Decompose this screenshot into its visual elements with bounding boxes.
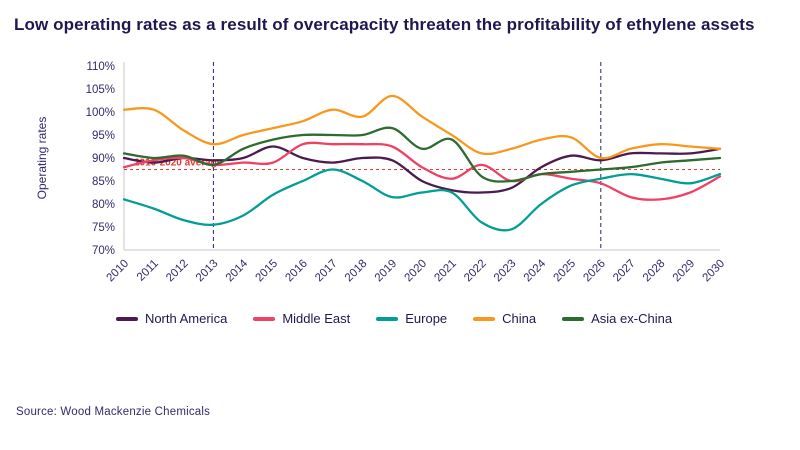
vertical-markers [212,62,602,251]
y-axis: 70% 75% 80% 85% 90% 95% 100% 105% 110% Operating … [35,61,115,257]
x-axis: 2010 2011 2012 2013 2014 2015 2016 2017 2018 2019… [105,258,728,285]
series-middle-east [122,142,722,202]
y-tick-label: 100% [86,107,115,119]
x-tick-label: 2026 [581,258,608,285]
operating-rates-chart: 70% 75% 80% 85% 90% 95% 100% 105% 110% Operating … [35,61,728,285]
x-tick-label: 2017 [313,258,340,285]
legend-swatch-europe [376,317,399,321]
legend-swatch-middle-east [253,317,276,321]
legend-label-asia-ex-china: Asia ex-China [591,311,673,327]
legend-item-north-america: North America [115,311,228,327]
y-tick-label: 85% [92,176,115,188]
series-north-america [122,145,722,195]
legend-swatch-north-america [115,317,138,321]
x-tick-label: 2029 [671,258,698,285]
series-asia-ex-china [122,126,722,184]
series-europe [122,168,722,232]
legend-swatch-asia-ex-china [562,317,585,321]
legend-item-china: China [473,311,536,326]
x-tick-label: 2028 [641,258,668,285]
y-tick-label: 70% [92,245,115,257]
x-tick-label: 2020 [403,258,430,285]
legend: North America Middle East Europe China Asia … [14,311,774,326]
legend-label-europe: Europe [405,311,448,327]
axes [123,62,720,251]
x-tick-label: 2024 [522,258,549,285]
x-tick-label: 2012 [164,258,191,285]
x-tick-label: 2023 [492,258,519,285]
y-tick-label: 95% [92,130,115,142]
reference-line-label: 2010-2020 average [134,158,223,169]
source-text: Source: Wood Mackenzie Chemicals [16,406,211,418]
legend-item-asia-ex-china: Asia ex-China [562,311,672,326]
legend-label-china: China [502,311,537,327]
x-tick-label: 2019 [373,258,400,285]
legend-label-middle-east: Middle East [282,311,351,327]
x-tick-label: 2030 [701,258,728,285]
series-china [122,95,722,160]
y-tick-label: 80% [92,199,115,211]
y-tick-label: 110% [86,61,115,73]
x-tick-label: 2027 [611,258,638,285]
y-tick-label: 105% [86,84,115,96]
legend-swatch-china [473,317,496,321]
y-tick-label: 90% [92,153,115,165]
x-tick-label: 2016 [283,258,310,285]
chart-title: Low operating rates as a result of overc… [14,15,755,34]
x-tick-label: 2010 [105,258,132,285]
x-tick-label: 2021 [432,258,459,285]
x-tick-label: 2013 [194,258,221,285]
legend-item-middle-east: Middle East [253,311,350,326]
x-tick-label: 2014 [224,258,251,285]
x-tick-label: 2025 [552,258,579,285]
x-tick-label: 2015 [254,258,281,285]
legend-label-north-america: North America [144,311,228,327]
y-tick-label: 75% [92,222,115,234]
reference-line: 2010-2020 average [124,158,720,171]
x-tick-label: 2022 [462,258,489,285]
x-tick-label: 2018 [343,258,370,285]
y-axis-label: Operating rates [35,117,49,200]
x-tick-label: 2011 [135,258,161,284]
legend-item-europe: Europe [376,311,447,326]
chart-area: 70% 75% 80% 85% 90% 95% 100% 105% 110% Operating … [14,52,790,305]
